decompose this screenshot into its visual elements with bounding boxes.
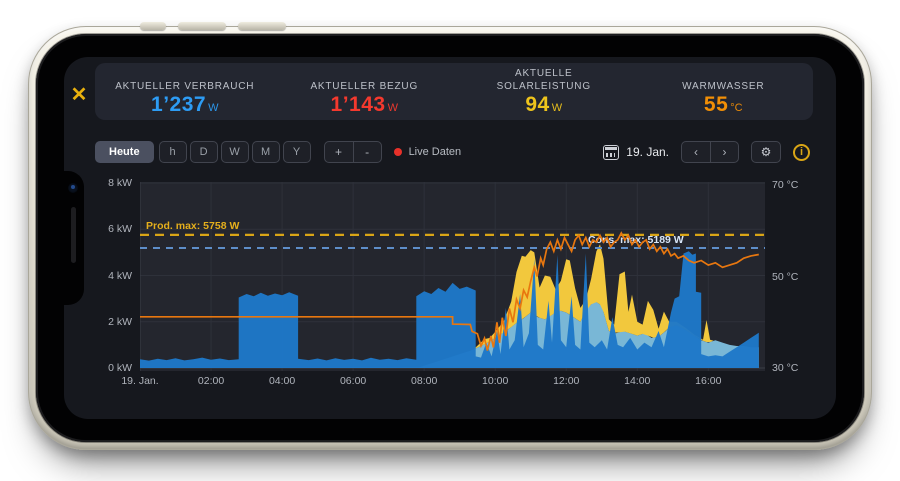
prev-day-button[interactable]: ‹ — [682, 142, 710, 162]
speaker-icon — [71, 207, 76, 263]
right-axis-tick: 50 °C — [772, 271, 798, 283]
stat-column: AKTUELLER BEZUG1’143W — [275, 63, 455, 120]
stat-number: 1’237 — [151, 94, 206, 115]
date-nav-group: ‹ › — [681, 141, 739, 163]
app-screen: ✕ AKTUELLER VERBRAUCH1’237WAKTUELLER BEZ… — [64, 57, 836, 419]
stat-unit: W — [552, 103, 562, 115]
front-camera-icon — [68, 183, 78, 193]
x-axis-tick: 06:00 — [340, 375, 366, 387]
stat-column: AKTUELLE SOLARLEISTUNG94W — [454, 63, 634, 120]
range-button-w[interactable]: W — [221, 141, 249, 163]
left-axis-tick: 8 kW — [108, 177, 132, 189]
x-axis-tick: 14:00 — [624, 375, 650, 387]
info-icon: i — [800, 146, 803, 158]
x-axis-tick: 12:00 — [553, 375, 579, 387]
x-axis-tick: 08:00 — [411, 375, 437, 387]
right-axis-tick: 70 °C — [772, 179, 798, 191]
range-button-d[interactable]: D — [190, 141, 218, 163]
next-day-button[interactable]: › — [710, 142, 738, 162]
stat-unit: W — [388, 103, 398, 115]
calendar-icon[interactable] — [603, 145, 619, 160]
stat-value: 1’237W — [151, 94, 218, 115]
zoom-button-group: +- — [324, 141, 382, 163]
stat-value: 55°C — [704, 94, 743, 115]
mute-switch — [140, 22, 166, 30]
x-axis-tick: 04:00 — [269, 375, 295, 387]
stat-number: 1’143 — [331, 94, 386, 115]
date-label[interactable]: 19. Jan. — [626, 145, 669, 159]
x-axis-tick: 19. Jan. — [121, 375, 158, 387]
left-axis-tick: 4 kW — [108, 270, 132, 282]
stat-unit: W — [208, 103, 218, 115]
info-button[interactable]: i — [793, 144, 810, 161]
close-icon[interactable]: ✕ — [67, 83, 91, 107]
stats-header-card: AKTUELLER VERBRAUCH1’237WAKTUELLER BEZUG… — [95, 63, 813, 120]
chart-toolbar: Heute hDWMY +- Live Daten 19. Jan. ‹ › ⚙ — [95, 140, 810, 164]
left-axis-tick: 2 kW — [108, 316, 132, 328]
gear-icon: ⚙ — [761, 145, 772, 159]
stat-unit: °C — [730, 103, 742, 115]
x-axis-tick: 10:00 — [482, 375, 508, 387]
range-button-y[interactable]: Y — [283, 141, 311, 163]
live-data-label: Live Daten — [409, 146, 462, 158]
stat-number: 55 — [704, 94, 728, 115]
phone-frame: ✕ AKTUELLER VERBRAUCH1’237WAKTUELLER BEZ… — [28, 26, 872, 450]
stat-label: AKTUELLER BEZUG — [310, 67, 418, 93]
toolbar-right: 19. Jan. ‹ › ⚙ i — [603, 141, 810, 163]
stat-label: AKTUELLE SOLARLEISTUNG — [469, 67, 619, 93]
page: ✕ AKTUELLER VERBRAUCH1’237WAKTUELLER BEZ… — [0, 0, 900, 481]
left-axis-tick: 0 kW — [108, 362, 132, 374]
left-axis-tick: 6 kW — [108, 223, 132, 235]
volume-up-button — [178, 22, 226, 30]
x-axis-tick: 16:00 — [695, 375, 721, 387]
volume-down-button — [238, 22, 286, 30]
notch — [64, 171, 84, 305]
range-button-m[interactable]: M — [252, 141, 280, 163]
stat-value: 94W — [525, 94, 562, 115]
today-button[interactable]: Heute — [95, 141, 154, 163]
stat-number: 94 — [525, 94, 549, 115]
zoom-in-button[interactable]: + — [325, 142, 353, 162]
live-data-status: Live Daten — [394, 146, 462, 158]
stat-label: AKTUELLER VERBRAUCH — [115, 67, 254, 93]
stat-column: AKTUELLER VERBRAUCH1’237W — [95, 63, 275, 120]
stat-column: WARMWASSER55°C — [634, 63, 814, 120]
chart-plot-area[interactable]: Prod. max: 5758 W Cons. max: 5189 W — [140, 182, 765, 371]
right-axis-tick: 30 °C — [772, 362, 798, 374]
live-dot-icon — [394, 148, 402, 156]
settings-button[interactable]: ⚙ — [751, 141, 781, 163]
stat-value: 1’143W — [331, 94, 398, 115]
x-axis-tick: 02:00 — [198, 375, 224, 387]
stat-label: WARMWASSER — [682, 67, 764, 93]
prod-max-label: Prod. max: 5758 W — [146, 220, 239, 232]
range-button-group: hDWMY — [159, 141, 314, 163]
range-button-h[interactable]: h — [159, 141, 187, 163]
zoom-out-button[interactable]: - — [353, 142, 381, 162]
